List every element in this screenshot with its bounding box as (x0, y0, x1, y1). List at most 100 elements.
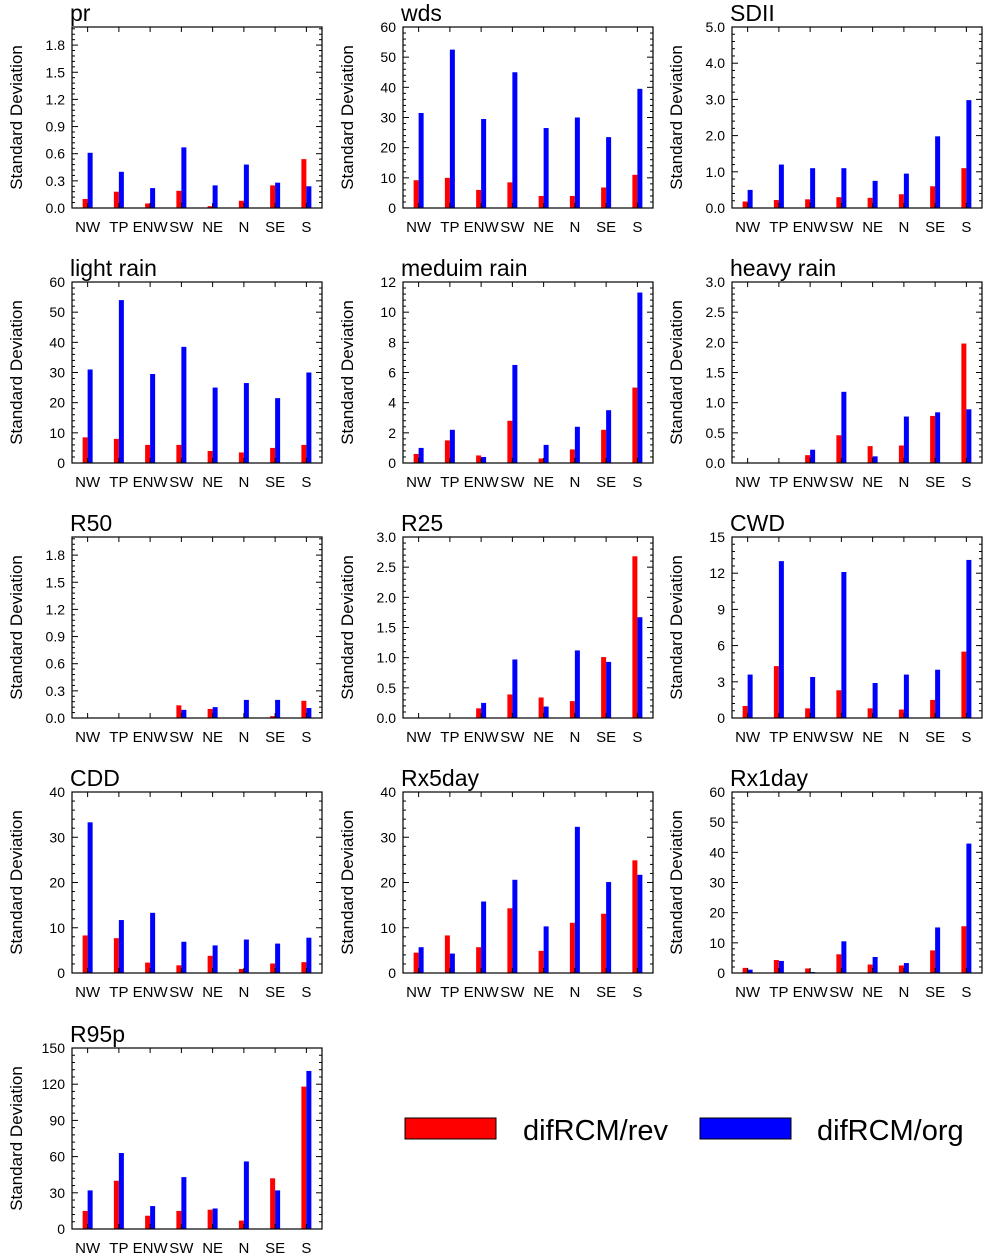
chart-panel-cdd: CDD Standard Deviation NW TP ENW SW NE N SE S 0 10 2… (7, 765, 323, 1001)
x-tick-label: NW (735, 984, 761, 1001)
y-axis-label: Standard Deviation (338, 300, 357, 445)
bar-org-tp (449, 49, 455, 208)
bar-org-se (935, 927, 941, 973)
y-tick-label: 8 (388, 334, 396, 350)
chart-title: SDII (730, 0, 775, 26)
y-tick-label: 60 (380, 19, 396, 35)
x-tick-label: TP (109, 729, 128, 746)
legend-swatch-rev (404, 1117, 497, 1140)
y-tick-label: 20 (380, 875, 396, 891)
bar-org-tp (778, 164, 784, 208)
bar-rev-enw (476, 947, 482, 973)
bar-rev-nw (413, 180, 419, 208)
bar-rev-sw (836, 197, 842, 208)
y-tick-label: 1.2 (46, 91, 66, 107)
y-tick-label: 10 (380, 920, 396, 936)
bar-rev-se (930, 950, 936, 973)
legend-swatch-org (699, 1117, 792, 1140)
bar-org-ne (543, 926, 549, 973)
y-tick-label: 0 (57, 455, 65, 471)
y-tick-label: 0.0 (706, 455, 726, 471)
x-tick-label: S (632, 984, 642, 1001)
x-tick-label: NE (202, 474, 223, 491)
bar-rev-tp (773, 960, 779, 973)
legend-label-org: difRCM/org (817, 1115, 964, 1147)
y-tick-label: 40 (49, 334, 65, 350)
bar-org-sw (512, 72, 518, 208)
bar-org-se (606, 661, 612, 718)
bar-org-ne (872, 683, 878, 718)
y-tick-label: 10 (49, 920, 65, 936)
x-tick-label: N (238, 219, 249, 236)
bar-org-ne (543, 706, 549, 718)
x-tick-label: SE (596, 984, 616, 1001)
bar-org-n (243, 383, 249, 463)
bar-org-enw (481, 456, 487, 463)
bar-org-se (606, 137, 612, 208)
bar-rev-s (301, 444, 307, 463)
bar-org-nw (418, 447, 424, 463)
x-tick-label: SE (925, 729, 945, 746)
bar-rev-s (961, 651, 967, 718)
bar-rev-n (238, 452, 244, 463)
bar-rev-nw (82, 935, 88, 973)
bar-rev-s (301, 962, 307, 973)
bar-org-se (606, 410, 612, 463)
bar-rev-sw (507, 908, 513, 973)
x-tick-label: TP (440, 474, 459, 491)
plot-frame (71, 281, 323, 464)
x-tick-label: TP (109, 219, 128, 236)
bar-org-enw (150, 912, 156, 973)
x-tick-label: TP (440, 729, 459, 746)
bar-rev-nw (82, 437, 88, 463)
bar-org-se (606, 882, 612, 973)
x-tick-label: SW (829, 474, 854, 491)
bar-org-n (574, 426, 580, 463)
y-tick-label: 20 (709, 905, 725, 921)
y-tick-label: 2 (388, 425, 396, 441)
y-tick-label: 0 (388, 200, 396, 216)
x-tick-label: N (238, 1240, 249, 1257)
chart-title: pr (70, 0, 91, 26)
bar-org-s (966, 559, 972, 718)
x-tick-label: S (301, 984, 311, 1001)
x-tick-label: ENW (464, 219, 500, 236)
bar-rev-sw (176, 190, 182, 208)
bar-org-n (903, 674, 909, 718)
x-tick-label: TP (769, 984, 788, 1001)
bar-rev-s (301, 159, 307, 208)
bar-org-sw (841, 391, 847, 463)
y-tick-label: 0 (717, 965, 725, 981)
bar-org-enw (150, 188, 156, 208)
y-tick-label: 30 (49, 1185, 65, 1201)
x-tick-label: SW (500, 729, 525, 746)
bar-org-se (275, 182, 281, 208)
bar-rev-ne (538, 458, 544, 463)
x-tick-label: N (569, 219, 580, 236)
chart-panel-pr: pr Standard Deviation NW TP ENW SW NE N SE S 0.0 0.… (7, 0, 323, 236)
bar-org-nw (87, 1190, 93, 1229)
x-tick-label: NE (533, 984, 554, 1001)
bar-org-tp (449, 429, 455, 463)
chart-panel-heavy-rain: heavy rain Standard Deviation NW TP ENW SW NE N… (667, 255, 983, 491)
bar-rev-n (569, 922, 575, 973)
y-tick-label: 1.5 (706, 365, 726, 381)
bar-rev-se (270, 1178, 276, 1229)
x-tick-label: SE (925, 219, 945, 236)
y-tick-label: 0.6 (46, 146, 66, 162)
bar-org-s (306, 186, 312, 208)
x-tick-label: ENW (464, 984, 500, 1001)
y-axis-label: Standard Deviation (667, 555, 686, 700)
bar-rev-ne (538, 697, 544, 718)
x-tick-label: SE (925, 984, 945, 1001)
bar-org-tp (118, 920, 124, 973)
y-tick-label: 2.5 (377, 559, 397, 575)
x-tick-label: SE (596, 474, 616, 491)
bar-rev-s (632, 387, 638, 463)
bar-org-sw (181, 147, 187, 208)
y-tick-label: 2.0 (706, 128, 726, 144)
bar-rev-n (238, 1220, 244, 1229)
x-tick-label: TP (769, 729, 788, 746)
x-tick-label: SE (265, 984, 285, 1001)
bar-rev-ne (538, 195, 544, 208)
